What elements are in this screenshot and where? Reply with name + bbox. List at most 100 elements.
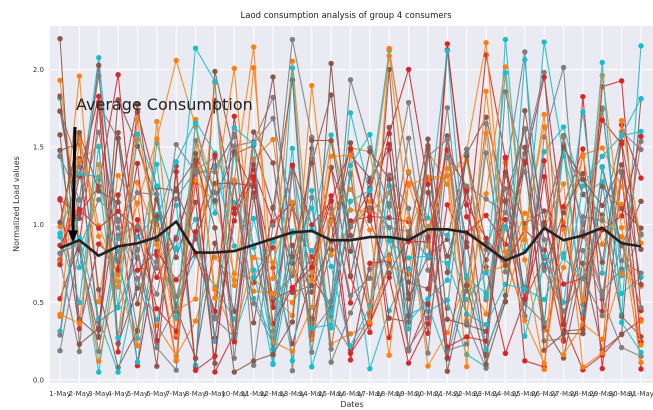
consumer-data-point — [522, 49, 528, 55]
y-axis-label: Normalized Load values — [12, 156, 21, 252]
consumer-data-point — [541, 236, 547, 243]
consumer-data-point — [192, 367, 199, 374]
consumer-data-point — [231, 65, 237, 72]
consumer-data-point — [599, 259, 605, 265]
consumer-data-point — [115, 129, 121, 136]
consumer-data-point — [541, 267, 547, 273]
consumer-data-point — [212, 295, 218, 301]
consumer-data-point — [96, 348, 102, 355]
consumer-data-point — [96, 54, 102, 61]
annotation-arrow — [71, 126, 77, 233]
consumer-data-point — [96, 233, 102, 239]
consumer-data-point — [250, 254, 257, 261]
consumer-data-point — [599, 202, 605, 209]
x-tick-label: 4-May — [107, 390, 128, 398]
consumer-data-point — [347, 152, 354, 159]
consumer-data-point — [618, 141, 625, 147]
consumer-data-point — [192, 355, 199, 362]
consumer-data-point — [212, 197, 218, 204]
consumer-data-point — [483, 361, 489, 368]
consumer-data-point — [76, 348, 83, 355]
consumer-data-point — [560, 299, 567, 306]
consumer-data-point — [502, 298, 509, 305]
consumer-data-point — [464, 311, 470, 317]
consumer-data-point — [386, 270, 392, 276]
consumer-data-point — [580, 177, 586, 183]
consumer-data-point — [638, 133, 644, 140]
consumer-data-point — [134, 362, 141, 369]
consumer-data-point — [638, 198, 644, 205]
consumer-data-point — [57, 35, 63, 42]
x-tick-label: 20-May — [415, 390, 441, 398]
consumer-data-point — [76, 320, 83, 327]
consumer-data-point — [154, 242, 160, 248]
consumer-data-point — [638, 175, 644, 181]
consumer-data-point — [192, 169, 199, 175]
consumer-data-point — [560, 226, 567, 233]
consumer-data-point — [599, 117, 605, 123]
consumer-data-point — [173, 159, 179, 165]
consumer-data-point — [134, 275, 141, 282]
consumer-data-point — [173, 185, 179, 192]
consumer-data-point — [115, 335, 121, 341]
consumer-data-point — [425, 286, 431, 292]
consumer-data-point — [541, 111, 547, 118]
x-tick-label: 26-May — [531, 390, 557, 398]
consumer-data-point — [386, 45, 392, 52]
consumer-data-point — [309, 264, 315, 270]
consumer-data-point — [560, 250, 567, 257]
consumer-data-point — [115, 172, 121, 179]
consumer-data-point — [76, 129, 83, 136]
consumer-data-point — [328, 60, 334, 67]
consumer-data-point — [134, 200, 141, 206]
x-tick-label: 13-May — [279, 390, 305, 398]
consumer-data-point — [405, 182, 412, 189]
consumer-data-point — [425, 143, 431, 149]
x-tick-label: 12-May — [260, 390, 286, 398]
consumer-data-point — [328, 298, 334, 304]
consumer-data-point — [289, 145, 296, 152]
consumer-data-point — [173, 254, 179, 261]
consumer-data-point — [580, 275, 586, 282]
consumer-data-point — [560, 132, 567, 139]
consumer-data-point — [638, 318, 644, 324]
x-tick-label: 9-May — [204, 390, 225, 398]
consumer-data-point — [96, 72, 102, 79]
consumer-data-point — [522, 333, 528, 339]
consumer-data-point — [347, 272, 354, 279]
consumer-data-point — [57, 147, 63, 154]
consumer-data-point — [599, 270, 605, 276]
consumer-data-point — [541, 360, 547, 366]
consumer-data-point — [231, 339, 237, 345]
consumer-data-point — [134, 359, 141, 365]
consumer-data-point — [386, 172, 392, 178]
consumer-data-point — [212, 360, 218, 367]
x-tick-label: 10-May — [221, 390, 247, 398]
consumer-data-point — [96, 129, 102, 136]
x-tick-label: 29-May — [589, 390, 615, 398]
consumer-data-point — [425, 350, 431, 356]
consumer-data-point — [192, 151, 199, 157]
consumer-data-point — [522, 296, 528, 302]
consumer-data-point — [115, 97, 121, 103]
consumer-data-point — [231, 282, 237, 289]
consumer-data-point — [212, 254, 218, 260]
consumer-data-point — [580, 109, 586, 115]
consumer-data-point — [231, 131, 237, 137]
consumer-data-point — [502, 350, 509, 357]
consumer-data-point — [154, 363, 160, 369]
consumer-data-point — [464, 187, 470, 193]
consumer-data-point — [618, 201, 625, 208]
consumer-data-point — [502, 226, 509, 232]
x-tick-label: 25-May — [512, 390, 538, 398]
consumer-data-point — [580, 93, 586, 100]
consumer-data-point — [115, 284, 121, 290]
consumer-data-point — [386, 141, 392, 148]
consumer-data-point — [76, 299, 83, 306]
consumer-data-point — [618, 133, 625, 139]
consumer-data-point — [250, 300, 257, 307]
consumer-data-point — [522, 237, 528, 243]
consumer-data-point — [134, 342, 141, 349]
consumer-data-point — [289, 77, 296, 83]
consumer-data-point — [115, 208, 121, 215]
